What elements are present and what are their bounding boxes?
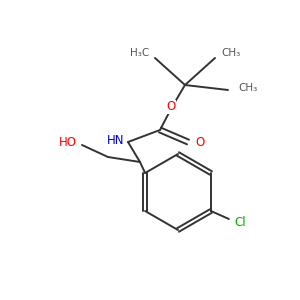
Text: Cl: Cl	[234, 215, 245, 229]
Text: CH₃: CH₃	[221, 48, 240, 58]
Text: HO: HO	[59, 136, 77, 149]
Text: O: O	[195, 136, 204, 148]
Text: HN: HN	[106, 134, 124, 146]
Text: CH₃: CH₃	[238, 83, 257, 93]
Text: O: O	[167, 100, 176, 113]
Text: H₃C: H₃C	[130, 48, 149, 58]
